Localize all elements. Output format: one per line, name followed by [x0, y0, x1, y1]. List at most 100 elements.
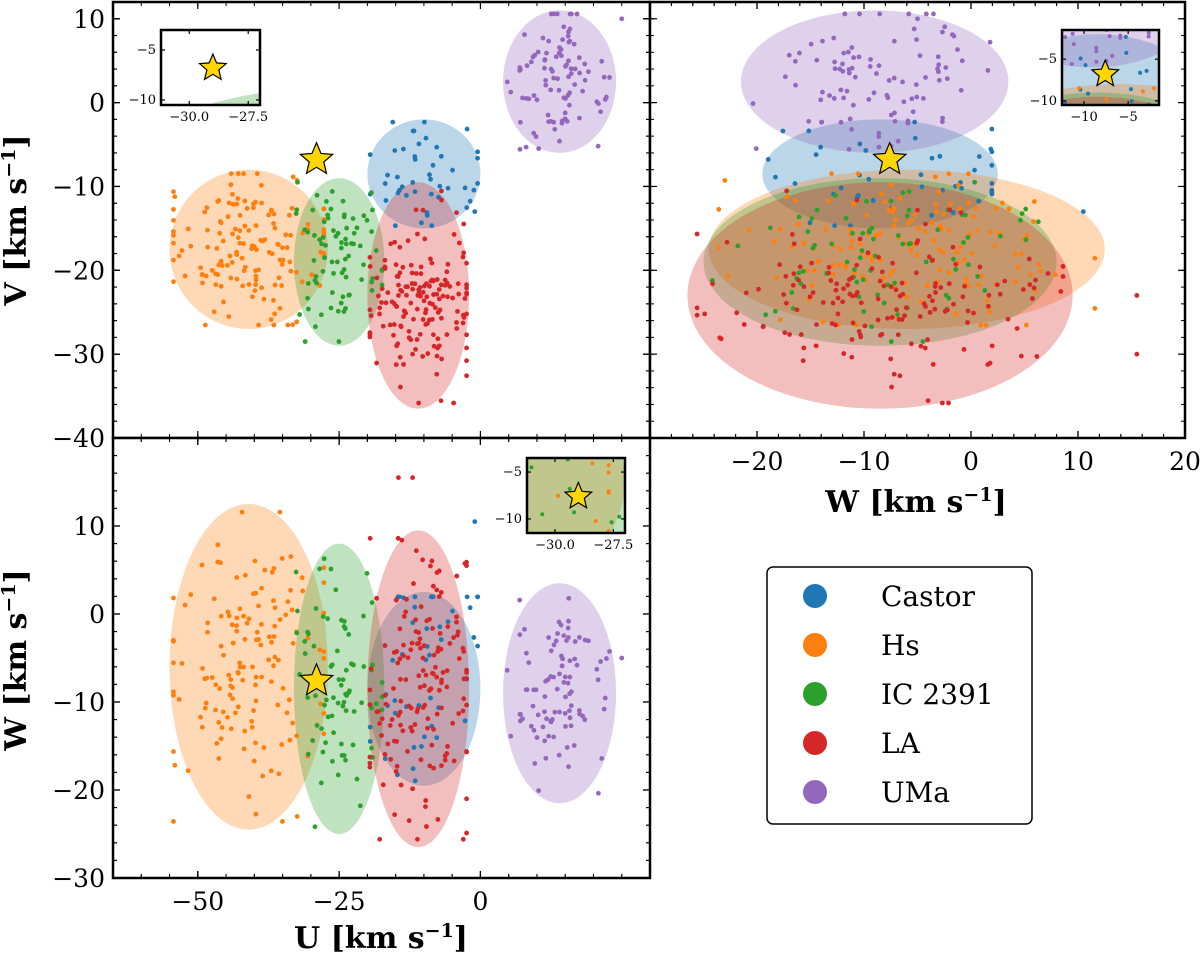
- point-hs: [294, 733, 300, 739]
- ellipse-hs: [169, 504, 328, 830]
- point-hs: [242, 728, 248, 734]
- point-hs: [286, 697, 292, 703]
- point-la: [439, 763, 444, 769]
- point-castor: [412, 154, 418, 159]
- point-uma: [543, 78, 548, 83]
- point-hs: [984, 297, 990, 303]
- point-uma: [548, 118, 554, 124]
- point-hs: [287, 737, 293, 743]
- point-hs: [275, 242, 281, 248]
- point-la: [429, 742, 435, 748]
- point-hs: [279, 262, 285, 267]
- ellipse-uma: [503, 10, 617, 153]
- point-castor: [1073, 555, 1077, 559]
- point-uma: [750, 101, 756, 106]
- point-la: [460, 708, 466, 714]
- point-la: [394, 763, 400, 769]
- point-castor: [472, 209, 478, 215]
- inset-uw-ytick-label: −5: [503, 465, 522, 480]
- point-la: [431, 332, 436, 338]
- point-castor: [1138, 70, 1143, 75]
- point-uma: [561, 633, 567, 639]
- legend-label-uma: UMa: [881, 776, 950, 809]
- point-la: [435, 649, 440, 654]
- point-hs: [294, 814, 300, 819]
- point-castor: [419, 220, 424, 226]
- point-la: [914, 240, 920, 246]
- point-ic-2391: [312, 824, 318, 830]
- point-uma: [572, 639, 578, 644]
- point-la: [442, 753, 448, 759]
- point-la: [392, 812, 398, 818]
- point-ic-2391: [338, 300, 344, 306]
- inset-uw-ytick-label: −10: [495, 512, 522, 527]
- point-ic-2391: [695, 439, 699, 443]
- point-ic-2391: [998, 233, 1003, 239]
- point-la: [368, 313, 374, 319]
- point-uma: [944, 76, 950, 82]
- panel-wv-labels-xtick-label: 10: [1062, 447, 1094, 476]
- point-uma: [561, 95, 567, 101]
- point-castor: [395, 174, 400, 180]
- point-uma: [566, 764, 571, 770]
- point-la: [464, 749, 469, 755]
- point-uma: [542, 57, 548, 62]
- point-hs: [266, 212, 272, 218]
- point-uma: [940, 115, 945, 121]
- point-la: [398, 782, 404, 788]
- point-hs: [1092, 255, 1098, 261]
- point-castor: [475, 155, 480, 161]
- point-hs: [277, 305, 283, 311]
- point-ic-2391: [379, 707, 385, 713]
- point-la: [925, 337, 930, 343]
- point-la: [1072, 490, 1076, 494]
- point-ic-2391: [293, 569, 299, 575]
- point-la: [423, 798, 429, 803]
- point-ic-2391: [369, 279, 375, 285]
- point-la: [1027, 282, 1033, 288]
- point-ic-2391: [609, 520, 614, 525]
- point-la: [920, 471, 924, 475]
- point-castor: [937, 153, 943, 159]
- point-hs: [804, 268, 810, 274]
- point-la: [1161, 442, 1165, 446]
- point-ic-2391: [369, 229, 374, 235]
- point-la: [1114, 501, 1118, 505]
- point-la: [1058, 289, 1064, 294]
- point-la: [442, 282, 448, 288]
- point-la: [760, 323, 766, 329]
- point-hs: [269, 207, 274, 213]
- point-uma: [841, 95, 847, 101]
- point-hs: [237, 240, 243, 246]
- point-la: [1067, 480, 1071, 484]
- point-la: [1022, 500, 1026, 504]
- point-ic-2391: [331, 270, 336, 276]
- point-la: [933, 290, 938, 295]
- point-hs: [936, 189, 942, 195]
- point-castor: [383, 198, 389, 203]
- point-uma: [567, 715, 573, 721]
- point-la: [922, 528, 926, 532]
- point-hs: [1186, 144, 1190, 148]
- point-hs: [54, 207, 58, 211]
- point-uma: [508, 89, 514, 95]
- point-la: [395, 660, 401, 666]
- point-hs: [593, 518, 598, 523]
- point-hs: [887, 272, 893, 278]
- point-la: [393, 362, 399, 367]
- point-la: [435, 645, 441, 651]
- ellipse-la: [367, 530, 470, 848]
- point-castor: [765, 157, 771, 162]
- point-la: [832, 527, 836, 531]
- point-uma: [985, 68, 991, 73]
- point-la: [439, 197, 444, 203]
- point-la: [406, 328, 412, 334]
- point-castor: [798, 559, 802, 563]
- point-uma: [1118, 35, 1123, 40]
- point-ic-2391: [696, 509, 700, 513]
- point-hs: [277, 617, 283, 622]
- point-uma: [876, 130, 882, 136]
- point-la: [454, 619, 459, 625]
- point-ic-2391: [343, 236, 348, 242]
